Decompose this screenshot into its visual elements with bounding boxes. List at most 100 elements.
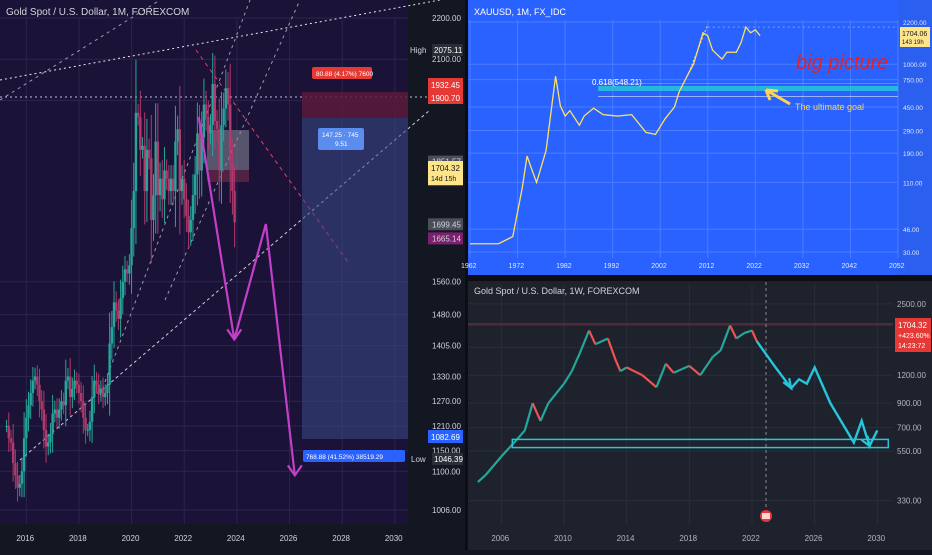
low-value: 1046.39 [434,455,463,464]
bottom-right-price-line [477,325,758,483]
left-candle-body [200,137,203,171]
left-risk-zone [302,92,408,118]
bottom-right-price-segment [626,366,643,377]
bottom-right-current-time: 14:23:72 [898,343,925,350]
top-right-price-tick: 450.00 [903,105,923,112]
entry-value-box [428,91,463,104]
left-candle-body [136,112,140,117]
left-candle-body [44,430,48,447]
bottom-right-price-segment [729,325,738,339]
left-candle-body [115,302,118,311]
bottom-right-price-tick: 900.00 [897,399,922,408]
top-right-time-tick: 2012 [699,263,715,270]
left-candle-body [25,417,28,439]
left-candle-body [62,401,65,406]
top-right-time-tick: 1992 [604,263,620,270]
low-value-box [432,453,463,465]
top-right-time-tick: 1982 [556,263,572,270]
bottom-right-price-segment [563,370,573,385]
bottom-right-projection-path [755,340,879,450]
bottom-right-price-segment [673,364,690,374]
left-price-tick: 1330.00 [432,372,461,381]
left-candle-body [42,409,46,431]
left-candle-body [108,343,111,385]
left-candle-body [123,269,127,282]
left-candle-body [161,178,164,200]
left-time-tick: 2018 [69,534,87,543]
bottom-right-chart-panel[interactable]: 2500.002000.001600.001200.00900.00700.00… [468,281,932,550]
left-time-axis: 2016 2018 2020 2022 2024 2026 2028 2030 [16,534,403,543]
bottom-right-target-band [511,438,890,449]
left-price-tick: 1150.00 [432,447,461,456]
top-right-time-tick: 1972 [509,263,525,270]
left-projection-arrow-icon [226,328,243,342]
left-candle-body [220,125,223,171]
left-candle-body [198,133,201,171]
left-candle-body [110,327,114,344]
left-candle-body [233,191,236,223]
left-time-tick: 2030 [385,534,403,543]
top-right-price-line [470,24,898,245]
left-candle-body [101,388,105,398]
bottom-right-price-segment [655,363,667,388]
left-candle-body [73,380,76,389]
left-candle-body [31,380,35,393]
left-candle-body [99,388,103,393]
bottom-right-current-change: +423.60% [898,333,930,340]
current-price-countdown: 14d 15h [431,176,456,183]
fib-level-label: 0.618(548.21) [592,78,642,87]
left-candle-body [152,195,155,220]
left-candle-body [187,215,190,233]
left-candle-body [132,191,135,229]
bottom-right-price-segment [743,329,753,335]
left-candle-body [112,302,116,328]
ultimate-goal-label: The ultimate goal [795,102,864,112]
top-right-time-axis: 1962 1972 1982 1992 2002 2012 2022 2032 2042 2052 [461,263,905,270]
bottom-right-projection-arrow-icon [782,377,793,391]
left-candle-body [180,178,184,192]
bottom-right-price-segment [500,438,518,458]
left-price-tick: 1210.00 [432,422,461,431]
left-candle-body [14,463,17,476]
left-candle-body [141,145,144,150]
bottom-right-current-box [895,318,931,352]
target-value-box [428,430,463,443]
current-price-box [428,161,463,185]
top-right-countdown: 143 19h [902,40,924,46]
left-candle-body [156,141,160,196]
bottom-right-current-price: 1704.32 [898,321,927,330]
left-candle-body [29,392,32,406]
left-candle-body [68,376,72,398]
left-candle-body [60,401,63,410]
left-candle-body [128,265,131,274]
left-candle-body [66,376,70,381]
left-candle-body [213,83,217,122]
left-projection-line [197,116,296,476]
bottom-right-price-segment [719,325,732,351]
bottom-right-price-segment [523,402,534,431]
mid-info-line2: 9.51 [335,141,348,148]
left-candle-body [189,219,192,233]
left-candle-body [182,178,186,200]
left-price-tick: 1270.00 [432,397,461,406]
left-candle-body [147,149,151,159]
left-chart-panel[interactable]: 2200.002100.002000.001851.571806.681699.… [0,0,465,550]
current-price-value: 1704.32 [431,164,460,173]
top-right-current-box [900,27,930,47]
bottom-right-price-segment [578,330,591,354]
target-value: 1082.69 [431,433,460,442]
left-consolidation-base [207,170,249,182]
left-price-tick: 1560.00 [432,278,461,287]
left-projection-path [197,116,303,478]
left-candle-body [218,129,221,171]
left-price-tag-box [428,218,463,231]
left-candle-body [58,409,61,418]
left-candle-body [204,104,208,117]
top-right-chart-panel[interactable]: 2200.00 1000.00 750.00 450.00 290.00 190.00 11… [461,0,932,275]
left-candle-body [119,298,122,319]
left-time-tick: 2022 [174,534,192,543]
top-right-time-tick: 2022 [746,263,762,270]
left-consolidation-box [207,130,249,170]
left-candle-body [90,397,94,422]
